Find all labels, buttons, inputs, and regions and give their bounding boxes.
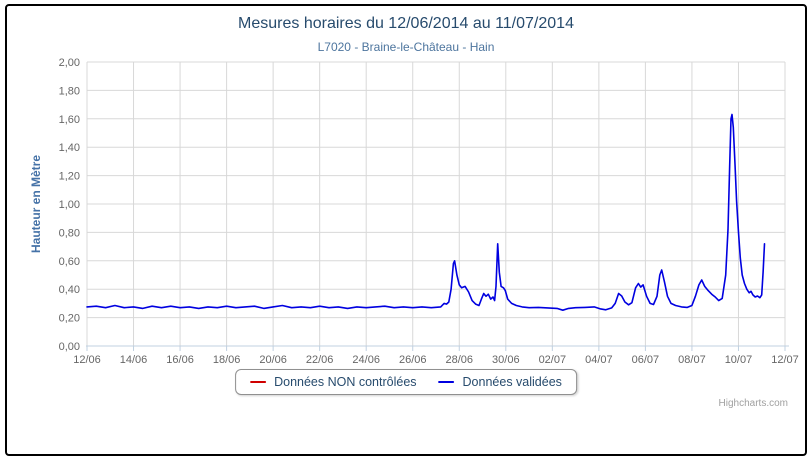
x-tick-label: 26/06	[399, 354, 427, 366]
legend-line-marker-blue	[438, 381, 455, 383]
legend-line-marker-red	[250, 381, 267, 383]
legend-item-validees[interactable]: Données validées	[438, 375, 562, 389]
y-tick-label: 1,40	[59, 142, 80, 154]
x-tick-label: 14/06	[120, 354, 148, 366]
x-tick-label: 12/07	[771, 354, 799, 366]
y-axis-title: Hauteur en Mètre	[29, 154, 43, 254]
highcharts-credits-link[interactable]: Highcharts.com	[718, 398, 788, 409]
y-tick-label: 0,00	[59, 341, 80, 353]
x-tick-label: 30/06	[492, 354, 520, 366]
x-tick-label: 10/07	[725, 354, 753, 366]
y-tick-label: 0,80	[59, 227, 80, 239]
y-tick-label: 0,40	[59, 284, 80, 296]
x-tick-label: 22/06	[306, 354, 334, 366]
x-tick-label: 08/07	[678, 354, 706, 366]
y-tick-label: 1,20	[59, 171, 80, 183]
legend-label: Données validées	[462, 375, 562, 389]
x-tick-label: 02/07	[539, 354, 567, 366]
chart-title: Mesures horaires du 12/06/2014 au 11/07/…	[238, 15, 574, 32]
y-tick-label: 1,60	[59, 114, 80, 126]
y-tick-label: 2,00	[59, 57, 80, 69]
x-tick-label: 18/06	[213, 354, 241, 366]
x-tick-label: 16/06	[166, 354, 194, 366]
y-tick-label: 1,80	[59, 85, 80, 97]
legend-label: Données NON contrôlées	[274, 375, 417, 389]
legend: Données NON contrôlées Données validées	[235, 369, 577, 395]
x-tick-label: 24/06	[352, 354, 380, 366]
x-tick-label: 12/06	[73, 354, 101, 366]
chart-subtitle: L7020 - Braine-le-Château - Hain	[317, 40, 495, 54]
x-tick-label: 20/06	[259, 354, 287, 366]
y-tick-label: 0,60	[59, 256, 80, 268]
x-tick-label: 06/07	[632, 354, 660, 366]
legend-item-non-controlees[interactable]: Données NON contrôlées	[250, 375, 417, 389]
series-line-1	[86, 113, 766, 312]
y-tick-label: 0,20	[59, 313, 80, 325]
y-tick-label: 1,00	[59, 199, 80, 211]
x-tick-label: 28/06	[446, 354, 474, 366]
x-tick-label: 04/07	[585, 354, 613, 366]
